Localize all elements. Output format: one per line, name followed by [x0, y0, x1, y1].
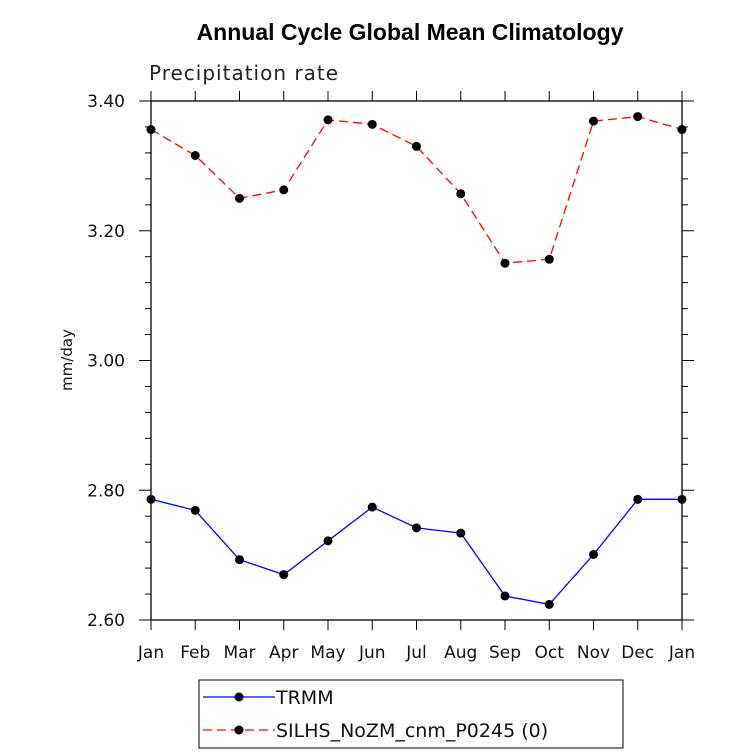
series-1-point: [677, 494, 687, 504]
series-1-point: [367, 502, 377, 512]
x-tick-label: Jul: [405, 643, 427, 663]
series-1-point: [589, 549, 598, 559]
x-tick-label: Apr: [269, 643, 298, 663]
plot-frame: [150, 100, 683, 621]
series-2-point: [190, 150, 200, 160]
chart-title: Annual Cycle Global Mean Climatology: [197, 19, 624, 45]
y-tick-label: 3.40: [87, 92, 125, 112]
x-tick-label: May: [310, 643, 345, 663]
series-1-point: [323, 536, 333, 546]
series-2-point: [235, 193, 244, 203]
legend-marker-1: [234, 692, 244, 702]
legend-box: [198, 679, 624, 749]
series-2-point: [456, 189, 466, 199]
series-2-point: [323, 115, 333, 125]
series-line-2: [150, 115, 683, 264]
legend-items: TRMM SILHS_NoZM_cnm_P0245 (0): [203, 687, 548, 742]
series-layer: [146, 112, 687, 609]
series-2-point: [500, 258, 510, 268]
x-tick-label: Dec: [621, 643, 654, 663]
legend-label-1: TRMM: [275, 687, 334, 709]
series-1-point: [456, 528, 466, 538]
chart-subtitle: Precipitation rate: [149, 61, 339, 85]
series-2-point: [633, 112, 643, 122]
y-tick-label: 2.60: [87, 611, 125, 631]
x-tick-label: Jun: [358, 643, 386, 663]
x-tick-label: Mar: [223, 643, 255, 663]
x-tick-label: Oct: [535, 643, 565, 663]
series-1-point: [146, 494, 156, 504]
axis-tick-labels: 2.60 2.80 3.00 3.20 3.40 Jan Feb Mar Apr May Jun Ju…: [87, 92, 695, 663]
series-1-point: [633, 494, 643, 504]
series-1-point: [500, 591, 510, 601]
legend-label-2: SILHS_NoZM_cnm_P0245 (0): [276, 720, 548, 742]
series-2-point: [279, 185, 289, 195]
x-tick-label: Jan: [668, 643, 695, 663]
series-1-point: [279, 570, 289, 580]
y-axis-label: mm/day: [58, 329, 76, 391]
x-tick-label: Nov: [577, 643, 610, 663]
series-2-point: [589, 116, 598, 126]
series-line-1: [150, 498, 682, 606]
x-tick-label: Jan: [137, 643, 164, 663]
x-tick-label: Sep: [489, 643, 521, 663]
series-1-point: [190, 505, 200, 515]
series-1-point: [412, 523, 421, 533]
legend-marker-2: [234, 725, 244, 735]
axis-ticks: [139, 91, 694, 630]
series-2-point: [367, 119, 377, 129]
series-2-point: [544, 254, 554, 264]
y-tick-label: 2.80: [87, 481, 125, 501]
series-2-point: [677, 125, 687, 135]
series-2-point: [146, 125, 156, 135]
legend: TRMM SILHS_NoZM_cnm_P0245 (0): [198, 679, 624, 749]
series-1-point: [235, 555, 244, 565]
y-tick-label: 3.20: [87, 222, 125, 242]
series-1-point: [544, 599, 554, 609]
series-2-point: [412, 141, 421, 151]
x-tick-label: Aug: [444, 643, 477, 663]
y-tick-label: 3.00: [87, 352, 125, 372]
x-tick-label: Feb: [180, 643, 210, 663]
